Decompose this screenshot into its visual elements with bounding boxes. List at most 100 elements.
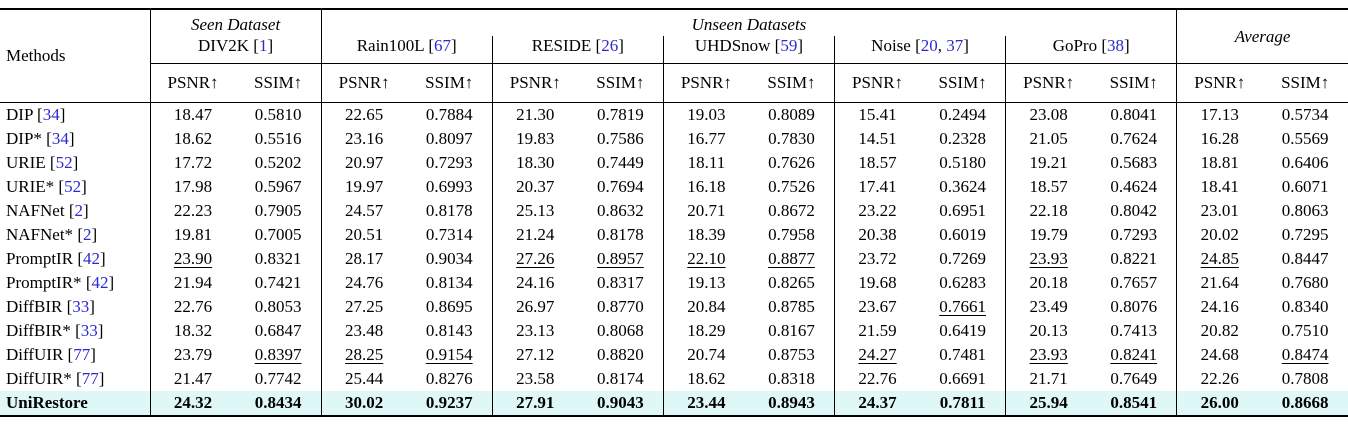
value-cell: 24.16 <box>1176 295 1263 319</box>
value-cell: 26.00 <box>1176 391 1263 416</box>
value-cell: 0.8820 <box>596 345 644 364</box>
dataset-header-div2k: DIV2K [1] <box>149 36 322 64</box>
value-cell: 0.7830 <box>768 129 815 148</box>
second-best-value: 0.8474 <box>1281 345 1329 364</box>
metric-header-ssim: SSIM↑ <box>235 63 322 103</box>
value-cell: 18.32 <box>149 319 236 343</box>
value-cell: 0.4624 <box>1110 177 1158 196</box>
citation-link[interactable]: 38 <box>1107 36 1125 55</box>
method-cell: DiffUIR* [77] <box>6 369 105 388</box>
paper-table-container: Methods Seen Dataset Unseen Datasets Ave… <box>0 8 1348 417</box>
value-cell: 0.8785 <box>768 297 815 316</box>
citation-link[interactable]: 67 <box>434 36 451 55</box>
value-cell: 0.7884 <box>425 105 473 124</box>
value-cell: 0.6283 <box>939 273 986 292</box>
value-cell: 0.8877 <box>749 247 835 271</box>
value-cell: 0.7005 <box>254 225 302 244</box>
value-cell: 23.90 <box>149 247 236 271</box>
method-cell: DiffUIR [77] <box>6 345 96 364</box>
dataset-header-reside: RESIDE [26] <box>491 36 664 64</box>
value-cell: 0.9043 <box>577 391 664 416</box>
citation-link[interactable]: 52 <box>55 153 73 172</box>
value-cell: 0.9154 <box>407 343 493 367</box>
value-cell: 0.6071 <box>1281 177 1329 196</box>
method-cell: PromptIR [42] <box>6 249 106 268</box>
value-cell: 23.58 <box>491 367 578 391</box>
value-cell: 0.8957 <box>578 247 664 271</box>
value-cell: 0.6691 <box>939 369 986 388</box>
citation-link[interactable]: 52 <box>64 177 82 196</box>
metric-header-ssim: SSIM↑ <box>406 63 493 103</box>
value-cell: 0.8317 <box>596 273 644 292</box>
second-best-value: 27.26 <box>516 249 555 268</box>
value-cell: 0.7742 <box>254 369 302 388</box>
value-cell: 17.98 <box>149 175 236 199</box>
citation-link[interactable]: 34 <box>42 105 60 124</box>
second-best-value: 22.10 <box>687 249 726 268</box>
value-cell: 0.7413 <box>1110 321 1158 340</box>
value-cell: 18.57 <box>1005 175 1092 199</box>
value-cell: 19.21 <box>1005 151 1092 175</box>
value-cell: 22.65 <box>320 102 407 127</box>
value-cell: 0.7905 <box>254 201 302 220</box>
citation-link[interactable]: 37 <box>946 36 964 55</box>
value-cell: 0.6847 <box>254 321 302 340</box>
value-cell: 0.6019 <box>939 225 986 244</box>
value-cell: 0.8672 <box>768 201 815 220</box>
table-row: URIE* [52] 17.98 0.5967 19.97 0.6993 20.37 0.7… <box>0 175 1348 199</box>
value-cell: 22.10 <box>662 247 749 271</box>
citation-link[interactable]: 1 <box>258 36 268 55</box>
value-cell: 19.97 <box>320 175 407 199</box>
citation-link[interactable]: 33 <box>80 321 98 340</box>
value-cell: 0.5683 <box>1110 153 1158 172</box>
citation-link[interactable]: 77 <box>73 345 91 364</box>
value-cell: 23.72 <box>834 247 921 271</box>
value-cell: 0.8178 <box>596 225 644 244</box>
citation-link[interactable]: 42 <box>82 249 100 268</box>
citation-link[interactable]: 34 <box>51 129 69 148</box>
method-cell: URIE [52] <box>6 153 79 172</box>
value-cell: 0.8632 <box>596 201 644 220</box>
citation-link[interactable]: 2 <box>74 201 83 220</box>
value-cell: 0.8041 <box>1110 105 1158 124</box>
value-cell: 0.8097 <box>425 129 473 148</box>
value-cell: 0.2328 <box>939 129 986 148</box>
value-cell: 0.3624 <box>939 177 986 196</box>
value-cell: 22.23 <box>149 199 236 223</box>
value-cell: 19.03 <box>662 102 749 127</box>
citation-link[interactable]: 42 <box>91 273 109 292</box>
value-cell: 18.62 <box>149 127 236 151</box>
citation-link[interactable]: 26 <box>601 36 619 55</box>
citation-link[interactable]: 77 <box>81 369 99 388</box>
value-cell: 16.18 <box>662 175 749 199</box>
value-cell: 20.97 <box>320 151 407 175</box>
method-cell: NAFNet [2] <box>6 201 89 220</box>
citation-link[interactable]: 59 <box>780 36 798 55</box>
value-cell: 18.62 <box>662 367 749 391</box>
method-cell: DiffBIR [33] <box>6 297 95 316</box>
value-cell: 0.8063 <box>1281 201 1329 220</box>
citation-link[interactable]: 33 <box>72 297 90 316</box>
value-cell: 0.5810 <box>254 105 302 124</box>
value-cell: 0.7269 <box>939 249 986 268</box>
value-cell: 0.7680 <box>1281 273 1329 292</box>
value-cell: 23.16 <box>320 127 407 151</box>
value-cell: 0.8276 <box>425 369 473 388</box>
second-best-value: 0.8877 <box>768 249 815 268</box>
citation-link[interactable]: 2 <box>82 225 92 244</box>
value-cell: 0.9034 <box>425 249 473 268</box>
value-cell: 28.17 <box>320 247 407 271</box>
value-cell: 19.68 <box>834 271 921 295</box>
value-cell: 24.68 <box>1176 343 1263 367</box>
value-cell: 23.13 <box>491 319 578 343</box>
value-cell: 0.7314 <box>425 225 473 244</box>
value-cell: 0.5967 <box>254 177 302 196</box>
value-cell: 0.8447 <box>1281 249 1329 268</box>
value-cell: 0.8668 <box>1262 391 1348 416</box>
dataset-header-gopro: GoPro [38] <box>1005 36 1177 64</box>
value-cell: 0.7293 <box>1110 225 1158 244</box>
citation-link[interactable]: 20 <box>920 36 938 55</box>
value-cell: 0.7449 <box>596 153 644 172</box>
dataset-header-rain100l: Rain100L [67] <box>320 36 493 64</box>
metric-header-psnr: PSNR↑ <box>662 63 749 103</box>
